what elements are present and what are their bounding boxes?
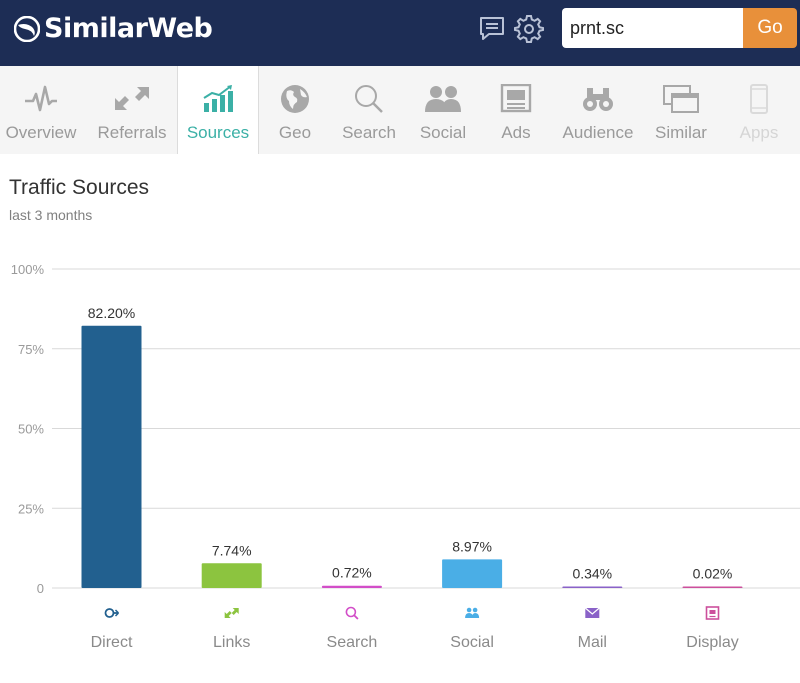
gear-icon[interactable] [514, 14, 544, 44]
bar-direct[interactable] [81, 325, 142, 588]
nav-item-similar[interactable]: Similar [648, 66, 714, 154]
nav-item-apps: Apps [726, 66, 792, 154]
category-label-display: Display [686, 634, 738, 651]
arrows-icon [115, 87, 149, 110]
bar-social[interactable] [442, 559, 503, 588]
nav-label-audience: Audience [562, 123, 634, 142]
chat-icon[interactable] [477, 14, 507, 44]
traffic-sources-chart: 0 25% 50% 75% 100% 82.20% 7.74% 0.72% 8.97% 0.34… [11, 262, 800, 651]
windows-icon [663, 85, 699, 113]
logo[interactable]: SimilarWeb [14, 13, 213, 44]
data-label-social: 8.97% [452, 538, 492, 554]
nav-label-sources: Sources [186, 123, 250, 142]
nav-label-ads: Ads [501, 123, 531, 142]
nav-label-similar: Similar [655, 123, 707, 142]
data-label-mail: 0.34% [572, 566, 612, 582]
nav-label-search: Search [342, 123, 396, 142]
nav-label-apps: Apps [739, 123, 779, 142]
pulse-icon [25, 85, 57, 112]
chart-title: Traffic Sources [9, 176, 150, 199]
data-label-direct: 82.20% [88, 305, 135, 321]
section-nav: Overview Referrals Sources [0, 66, 800, 154]
search-icon [345, 606, 359, 620]
direct-icon [104, 608, 120, 618]
nav-item-ads[interactable]: Ads [486, 66, 546, 154]
bar-chart-icon [203, 85, 233, 112]
bar-display[interactable] [682, 586, 743, 589]
data-label-display: 0.02% [693, 566, 733, 582]
nav-label-social: Social [419, 123, 467, 142]
top-header: SimilarWeb Go [0, 0, 800, 66]
links-icon [224, 608, 239, 618]
nav-item-social[interactable]: Social [412, 66, 474, 154]
bar-mail[interactable] [562, 586, 623, 589]
y-tick-label: 75% [18, 342, 44, 357]
chart-subtitle: last 3 months [9, 207, 93, 223]
y-tick-label: 25% [18, 501, 44, 516]
y-tick-label: 0 [37, 581, 44, 596]
brand-name: SimilarWeb [44, 13, 213, 44]
category-label-direct: Direct [91, 634, 133, 651]
globe-icon [281, 85, 309, 113]
data-label-links: 7.74% [212, 542, 252, 558]
people-icon [425, 86, 461, 112]
y-tick-label: 100% [11, 262, 45, 277]
nav-label-overview: Overview [5, 123, 77, 142]
bar-search[interactable] [321, 585, 382, 588]
category-label-search: Search [327, 634, 378, 651]
category-label-links: Links [213, 634, 250, 651]
nav-item-overview[interactable]: Overview [0, 66, 82, 154]
go-button[interactable]: Go [743, 8, 797, 48]
nav-item-search[interactable]: Search [334, 66, 404, 154]
magnifier-icon [355, 85, 383, 113]
category-label-social: Social [450, 634, 494, 651]
nav-item-geo[interactable]: Geo [265, 66, 325, 154]
site-search-input[interactable] [562, 8, 743, 48]
mail-icon [584, 607, 600, 618]
nav-item-referrals[interactable]: Referrals [92, 66, 172, 154]
social-icon [465, 607, 480, 618]
display-icon [705, 606, 720, 620]
category-label-mail: Mail [578, 634, 607, 651]
phone-icon [750, 84, 768, 114]
y-tick-label: 50% [18, 422, 44, 437]
nav-item-audience[interactable]: Audience [558, 66, 638, 154]
nav-item-sources[interactable]: Sources [177, 66, 259, 154]
ads-icon [500, 84, 532, 113]
data-label-search: 0.72% [332, 565, 372, 581]
binoculars-icon [583, 88, 613, 111]
similarweb-logo-icon [14, 16, 40, 42]
bar-links[interactable] [201, 563, 262, 588]
nav-label-geo: Geo [278, 123, 312, 142]
nav-label-referrals: Referrals [97, 123, 167, 142]
